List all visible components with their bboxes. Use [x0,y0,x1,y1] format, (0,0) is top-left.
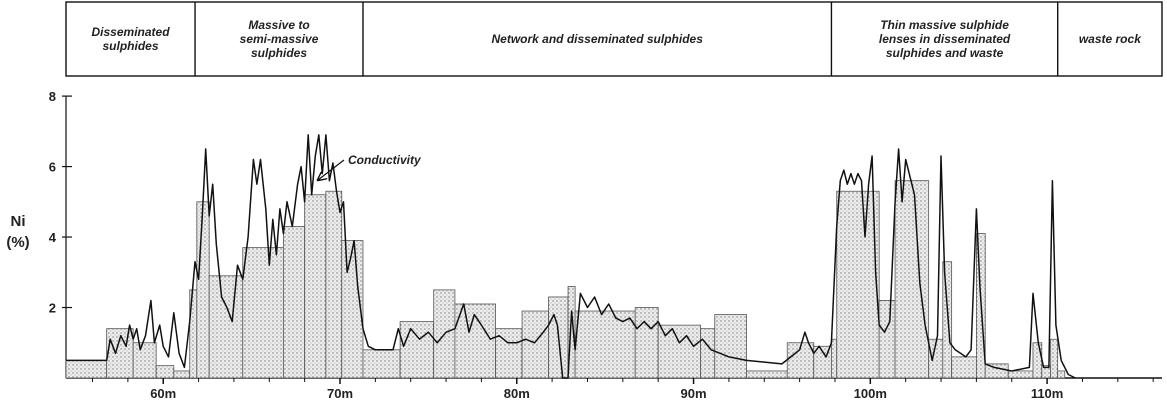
ni-assay-interval [634,307,659,379]
conductivity-annotation-label: Conductivity [348,153,422,167]
ni-assay-interval [242,247,284,379]
y-ticks: 2 4 6 8 [49,89,72,316]
ni-assay-interval [196,201,210,379]
ni-assay-interval [574,310,636,379]
x-tick-label: 90m [681,386,707,401]
x-ticks: 60m 70m 80m 90m 100m 110m [92,378,1154,401]
ni-assay-interval [208,275,244,379]
zone-label: sulphides [251,46,307,60]
ni-assay-interval [132,342,157,379]
ni-assay-interval [325,190,343,379]
conductivity-series [66,134,1076,379]
conductivity-annotation: Conductivity [318,153,422,180]
ni-assay-interval [942,261,953,379]
ni-assay-interval [1032,342,1043,379]
zone-label: sulphides [103,39,159,53]
x-tick-label: 60m [150,386,176,401]
ni-assay-interval [155,365,175,379]
y-tick-label: 2 [49,301,56,316]
ni-assay-interval [283,226,306,379]
ni-assay-interval [714,314,747,379]
zone-label: sulphides and waste [886,46,1004,60]
ni-assay-interval [746,370,788,379]
ni-assay-interval [831,338,838,379]
zone-label: Massive to [248,18,309,32]
y-tick-label: 4 [49,230,57,245]
y-axis-unit: (%) [6,234,29,251]
conductivity-annotation-arrow [318,159,345,180]
ni-assay-interval [304,194,327,379]
ni-assay-interval [657,324,702,379]
zone-label: Thin massive sulphide [880,18,1009,32]
ni-assay-interval [362,349,401,379]
zone-header-frame [65,1,1163,77]
x-tick-label: 70m [327,386,353,401]
conductivity-line [66,134,1076,379]
y-axis-label: Ni [11,213,26,230]
zone-label: waste rock [1079,32,1142,46]
ni-assay-interval [700,328,716,379]
ni-assay-interval [951,356,977,379]
zone-label: lenses in disseminated [879,32,1011,46]
x-tick-label: 110m [1031,386,1064,401]
ni-assay-interval [1050,338,1059,379]
ni-assay-interval [521,310,549,379]
zone-label: Disseminated [92,25,171,39]
x-tick-label: 80m [504,386,530,401]
ni-assay-interval [341,240,364,379]
ni-assay-interval [894,180,930,379]
y-tick-label: 6 [49,160,56,175]
ni-assay-interval [399,321,435,379]
ni-assay-interval [836,190,880,379]
zone-label: Network and disseminated sulphides [492,32,704,46]
ni-assay-interval [65,359,108,379]
y-tick-label: 8 [49,89,56,104]
ni-assay-interval [1057,370,1066,379]
ni-assay-interval [1007,370,1034,379]
x-tick-label: 100m [854,386,887,401]
zone-label: semi-massive [240,32,319,46]
ni-assay-interval [878,300,896,379]
ni-assay-interval [173,370,191,379]
